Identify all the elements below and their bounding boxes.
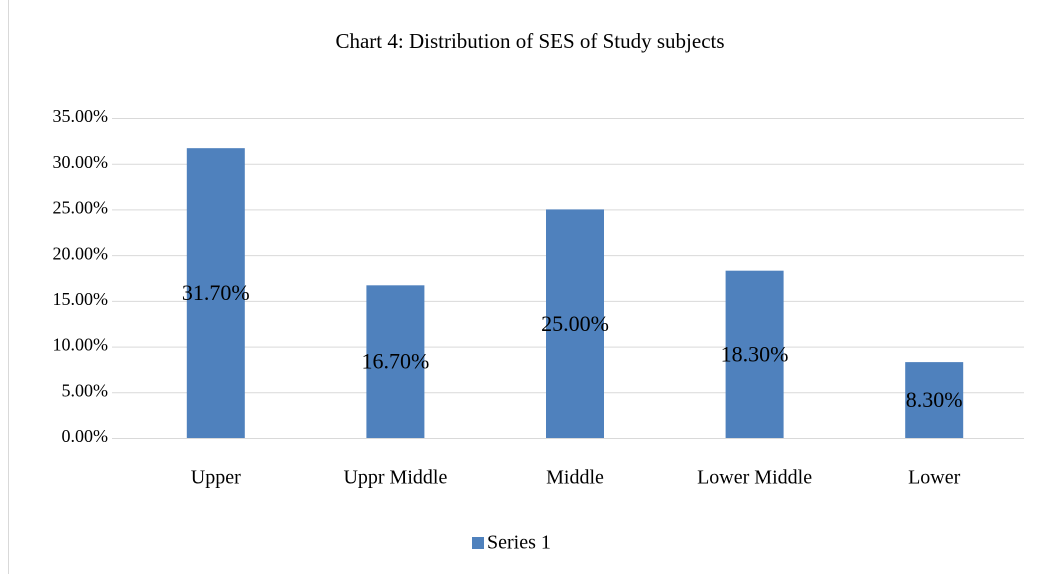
- data-label: 31.70%: [182, 280, 250, 305]
- y-tick-label: 10.00%: [53, 335, 109, 355]
- x-tick-label: Uppr Middle: [343, 467, 447, 489]
- bar: [366, 285, 425, 438]
- bar: [725, 270, 784, 438]
- x-tick-label: Lower Middle: [697, 467, 812, 489]
- x-tick-label: Upper: [191, 467, 241, 489]
- data-label: 18.30%: [721, 341, 789, 366]
- bar: [186, 148, 245, 438]
- legend-swatch: [472, 537, 484, 549]
- y-tick-label: 5.00%: [62, 380, 109, 400]
- y-tick-label: 20.00%: [53, 243, 109, 263]
- y-tick-label: 0.00%: [62, 426, 109, 446]
- data-label: 8.30%: [906, 387, 963, 412]
- x-tick-label: Middle: [546, 467, 604, 489]
- bar: [905, 362, 964, 438]
- legend-label: Series 1: [487, 532, 551, 554]
- data-label: 16.70%: [361, 349, 429, 374]
- chart-title: Chart 4: Distribution of SES of Study su…: [335, 29, 724, 53]
- y-tick-label: 15.00%: [53, 289, 109, 309]
- data-label: 25.00%: [541, 311, 609, 336]
- x-tick-label: Lower: [908, 467, 961, 489]
- y-tick-label: 30.00%: [53, 152, 109, 172]
- y-tick-label: 25.00%: [53, 198, 109, 218]
- chart-border: [8, 0, 1040, 574]
- bar: [546, 209, 604, 438]
- y-tick-label: 35.00%: [53, 106, 109, 126]
